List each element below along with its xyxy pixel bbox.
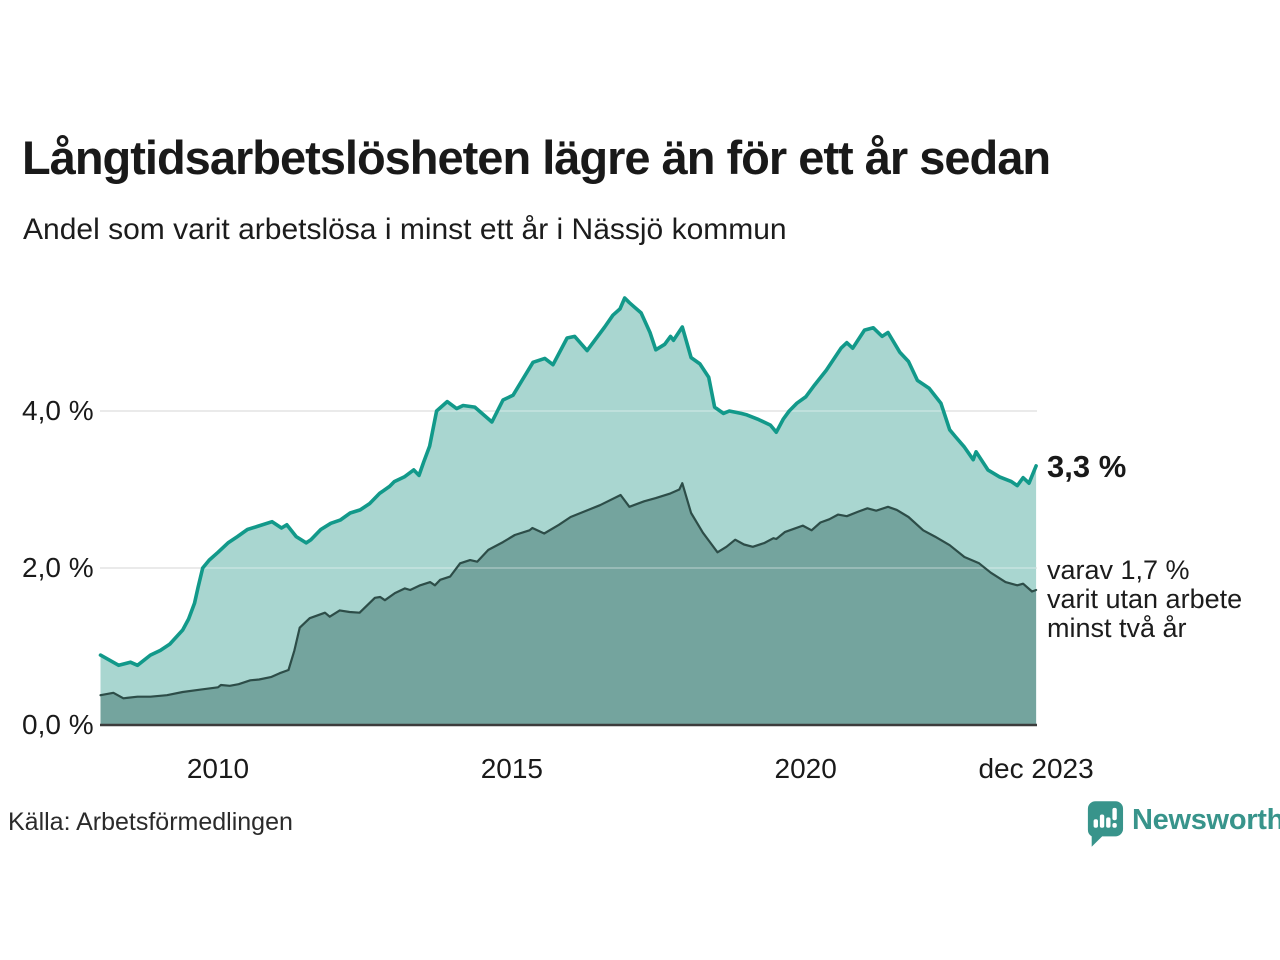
y-axis-label-2: 2,0 % [22,552,94,583]
page-subtitle: Andel som varit arbetslösa i minst ett å… [23,213,787,246]
newsworthy-wordmark: Newsworthy [1132,804,1280,836]
y-axis-label-4: 4,0 % [22,395,94,426]
y-axis-label-0: 0,0 % [22,709,94,740]
newsworthy-bubble-chart-icon [1087,801,1124,847]
source-note: Källa: Arbetsförmedlingen [8,808,293,836]
newsworthy-logo: Newsworthy [1086,800,1280,848]
two-year-annotation-line2: varit utan arbete [1047,584,1243,614]
two-year-annotation: varav 1,7 % varit utan arbete minst två … [1047,556,1242,643]
page-title: Långtidsarbetslösheten lägre än för ett … [22,131,1051,184]
x-axis-label-dec-2023: dec 2023 [978,753,1094,784]
two-year-annotation-line1: varav 1,7 % [1047,555,1190,585]
x-axis-label-2020: 2020 [774,753,837,784]
two-year-annotation-line3: minst två år [1047,613,1187,643]
x-axis-label-2015: 2015 [480,753,543,784]
x-axis-label-2010: 2010 [186,753,250,784]
latest-total-annotation: 3,3 % [1047,449,1127,484]
